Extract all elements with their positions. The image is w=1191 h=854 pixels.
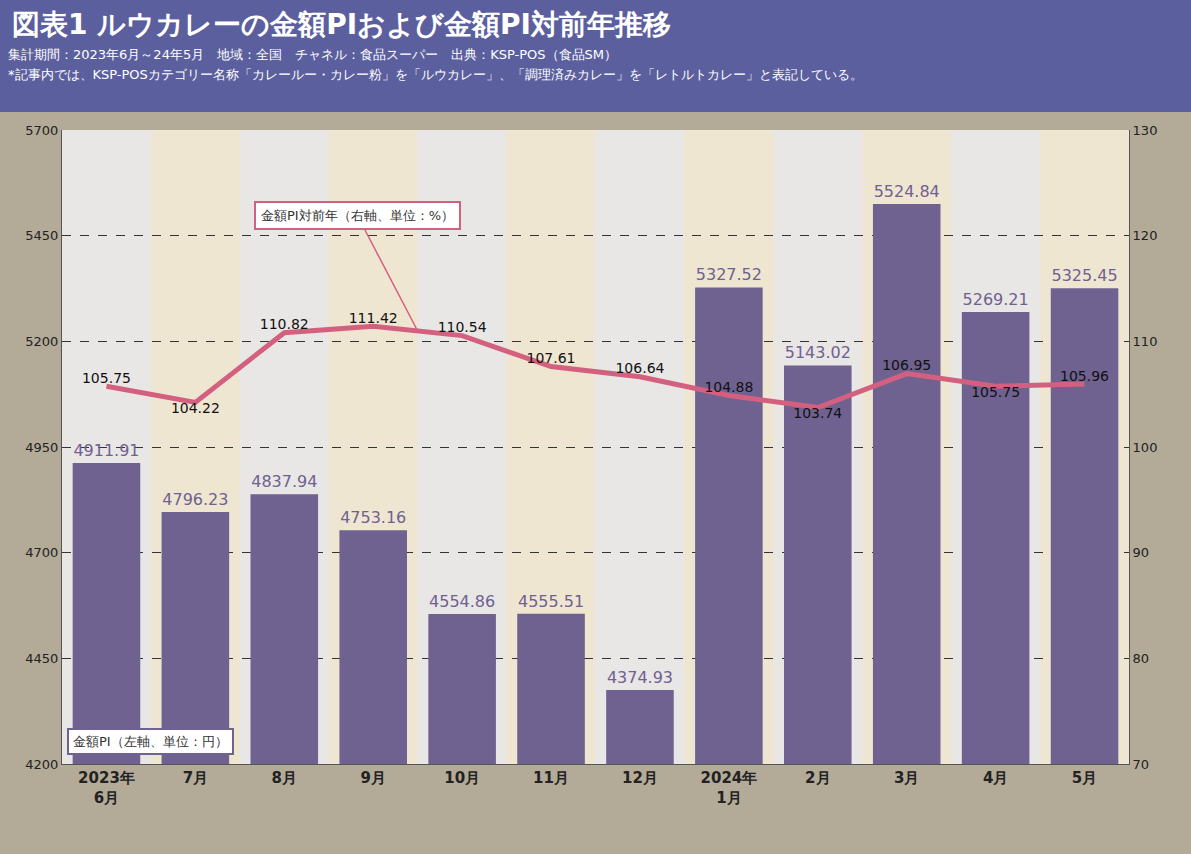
svg-text:4837.94: 4837.94: [251, 472, 317, 491]
svg-text:12月: 12月: [622, 769, 658, 787]
svg-text:9月: 9月: [360, 769, 385, 787]
svg-text:5450: 5450: [25, 228, 58, 243]
svg-text:金額PI対前年（右軸、単位：%）: 金額PI対前年（右軸、単位：%）: [261, 208, 454, 223]
svg-text:106.64: 106.64: [615, 360, 664, 376]
svg-text:図表1 ルウカレーの金額PIおよび金額PI対前年推移: 図表1 ルウカレーの金額PIおよび金額PI対前年推移: [12, 8, 671, 41]
svg-text:130: 130: [1133, 123, 1158, 138]
svg-text:90: 90: [1133, 545, 1150, 560]
svg-text:4200: 4200: [25, 757, 58, 772]
svg-text:5325.45: 5325.45: [1051, 266, 1117, 285]
svg-text:8月: 8月: [272, 769, 297, 787]
svg-text:5327.52: 5327.52: [696, 265, 762, 284]
svg-text:4374.93: 4374.93: [607, 668, 673, 687]
svg-text:5月: 5月: [1072, 769, 1097, 787]
svg-text:4911.91: 4911.91: [73, 441, 139, 460]
svg-text:105.75: 105.75: [971, 384, 1020, 400]
svg-text:107.61: 107.61: [527, 350, 576, 366]
svg-text:4月: 4月: [983, 769, 1008, 787]
svg-text:金額PI（左軸、単位：円）: 金額PI（左軸、単位：円）: [73, 734, 228, 749]
svg-text:4450: 4450: [25, 651, 58, 666]
svg-text:104.88: 104.88: [704, 379, 753, 395]
svg-text:100: 100: [1133, 440, 1158, 455]
svg-text:5524.84: 5524.84: [874, 182, 940, 201]
svg-text:4753.16: 4753.16: [340, 508, 406, 527]
svg-text:111.42: 111.42: [349, 310, 398, 326]
svg-text:110.54: 110.54: [438, 319, 487, 335]
svg-text:3月: 3月: [894, 769, 919, 787]
svg-text:4700: 4700: [25, 545, 58, 560]
svg-text:105.96: 105.96: [1060, 368, 1109, 384]
svg-text:70: 70: [1133, 757, 1150, 772]
svg-text:5700: 5700: [25, 123, 58, 138]
svg-text:2月: 2月: [805, 769, 830, 787]
svg-text:4554.86: 4554.86: [429, 592, 495, 611]
svg-text:集計期間：2023年6月～24年5月 地域：全国 チャネル：: 集計期間：2023年6月～24年5月 地域：全国 チャネル：食品スーパー 出典：…: [8, 47, 617, 62]
svg-text:105.75: 105.75: [82, 370, 131, 386]
svg-text:80: 80: [1133, 651, 1150, 666]
svg-text:2023年6月: 2023年6月: [78, 769, 135, 807]
svg-text:7月: 7月: [183, 769, 208, 787]
svg-text:4796.23: 4796.23: [162, 490, 228, 509]
svg-text:*記事内では、KSP-POSカテゴリー名称「カレールー・カレ: *記事内では、KSP-POSカテゴリー名称「カレールー・カレー粉」を「ルウカレー…: [8, 67, 863, 82]
svg-text:5269.21: 5269.21: [963, 290, 1029, 309]
svg-text:106.95: 106.95: [882, 357, 931, 373]
svg-text:110: 110: [1133, 334, 1158, 349]
svg-text:2024年1月: 2024年1月: [701, 769, 758, 807]
svg-text:5143.02: 5143.02: [785, 343, 851, 362]
svg-text:120: 120: [1133, 228, 1158, 243]
svg-text:11月: 11月: [533, 769, 569, 787]
svg-text:10月: 10月: [444, 769, 480, 787]
svg-text:4950: 4950: [25, 440, 58, 455]
svg-text:5200: 5200: [25, 334, 58, 349]
svg-text:110.82: 110.82: [260, 316, 309, 332]
svg-text:104.22: 104.22: [171, 400, 220, 416]
svg-text:103.74: 103.74: [793, 405, 842, 421]
svg-text:4555.51: 4555.51: [518, 592, 584, 611]
